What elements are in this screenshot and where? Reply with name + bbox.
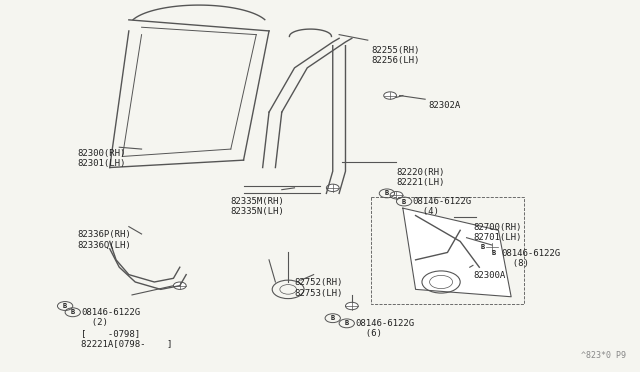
Text: 08146-6122G
  (2)
[    -0798]
82221A[0798-    ]: 08146-6122G (2) [ -0798] 82221A[0798- ]	[81, 308, 172, 348]
Text: 82335M(RH)
82335N(LH): 82335M(RH) 82335N(LH)	[231, 197, 285, 217]
Circle shape	[346, 302, 358, 310]
Text: B: B	[481, 244, 484, 250]
Text: B: B	[331, 315, 335, 321]
Text: 82700(RH)
82701(LH): 82700(RH) 82701(LH)	[473, 223, 522, 242]
Text: 82220(RH)
82221(LH): 82220(RH) 82221(LH)	[396, 167, 445, 187]
Circle shape	[384, 92, 396, 99]
Text: B: B	[344, 320, 349, 326]
Text: B: B	[491, 250, 495, 256]
Text: B: B	[63, 303, 67, 309]
Circle shape	[486, 243, 499, 251]
Circle shape	[390, 192, 403, 199]
Text: ^823*0 P9: ^823*0 P9	[581, 350, 626, 359]
Text: B: B	[385, 190, 389, 196]
Text: 82300A: 82300A	[473, 271, 505, 280]
Circle shape	[326, 184, 339, 192]
Text: B: B	[402, 199, 406, 205]
Text: 82302A: 82302A	[428, 101, 461, 110]
Text: 82300(RH)
82301(LH): 82300(RH) 82301(LH)	[78, 149, 126, 169]
Text: 82752(RH)
82753(LH): 82752(RH) 82753(LH)	[294, 278, 343, 298]
Circle shape	[173, 282, 186, 289]
Text: 08146-6122G
  (6): 08146-6122G (6)	[355, 319, 414, 338]
Text: 82336P(RH)
82336Q(LH): 82336P(RH) 82336Q(LH)	[78, 230, 132, 250]
Text: 08146-6122G
  (8): 08146-6122G (8)	[502, 249, 561, 268]
Text: 82255(RH)
82256(LH): 82255(RH) 82256(LH)	[371, 46, 419, 65]
Polygon shape	[403, 208, 511, 297]
Text: 08146-6122G
  (4): 08146-6122G (4)	[412, 197, 472, 217]
Text: B: B	[70, 309, 75, 315]
